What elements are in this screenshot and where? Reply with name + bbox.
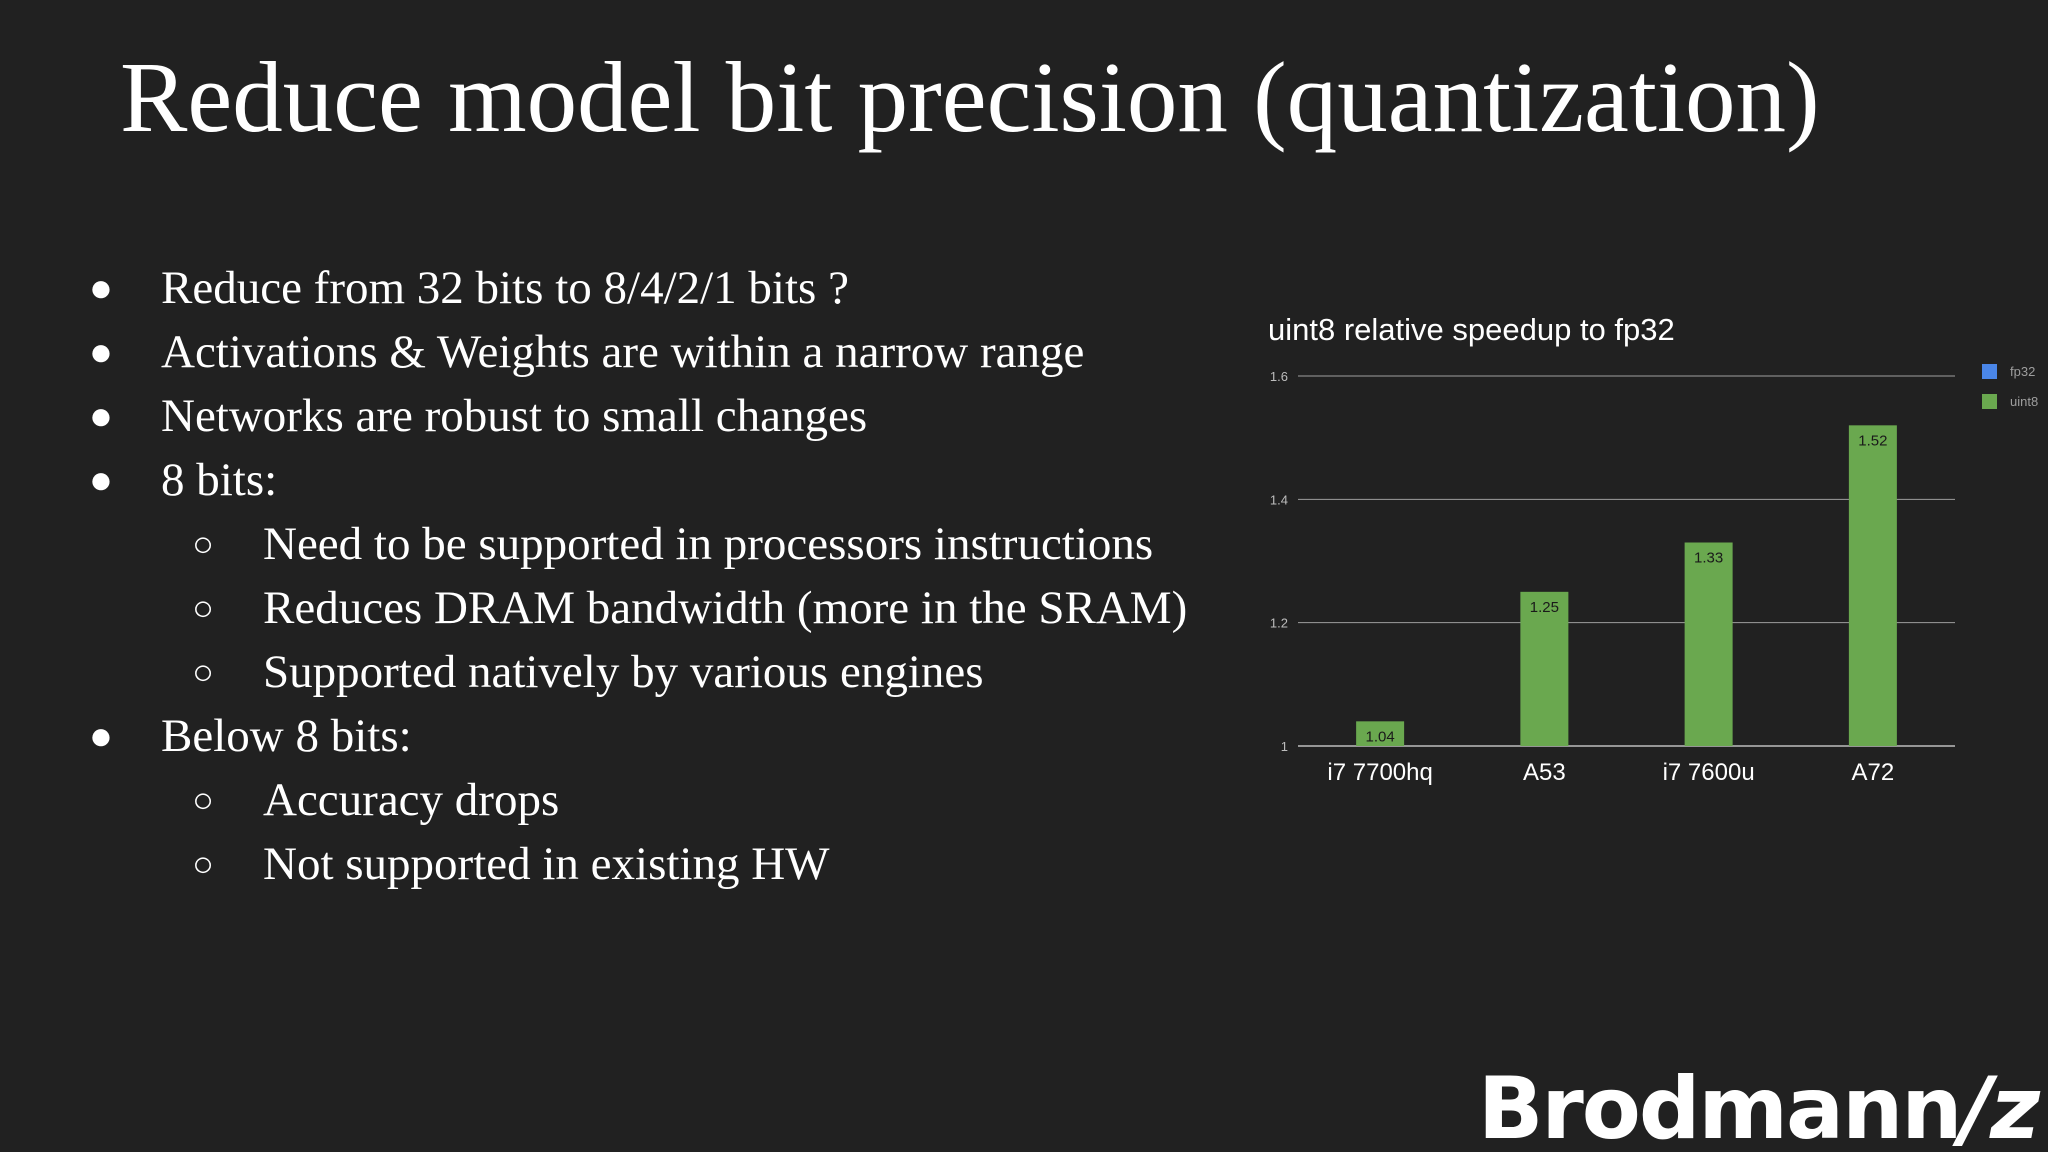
x-tick-label: A53 — [1523, 759, 1566, 786]
bullet-text: Activations & Weights are within a narro… — [161, 326, 1085, 378]
legend-swatch-fp32 — [1982, 364, 1997, 379]
bullet-list: ● Reduce from 32 bits to 8/4/2/1 bits ? ● A… — [86, 256, 1187, 896]
bullet-item: ● Networks are robust to small changes — [86, 384, 1187, 448]
bullet-text: Need to be supported in processors instr… — [263, 518, 1154, 570]
bullet-text: 8 bits: — [161, 454, 278, 506]
bullet-dot-icon: ● — [88, 265, 114, 310]
bullet-circle-icon: ○ — [192, 844, 214, 884]
bullet-item: ● Reduce from 32 bits to 8/4/2/1 bits ? — [86, 256, 1187, 320]
bar-uint8 — [1520, 591, 1569, 746]
legend-label: uint8 — [2010, 394, 2038, 409]
bullet-circle-icon: ○ — [192, 780, 214, 820]
legend-label: fp32 — [2010, 364, 2035, 379]
bullet-text: Networks are robust to small changes — [161, 390, 868, 442]
bar-uint8 — [1848, 425, 1897, 746]
sub-bullet-item: ○ Accuracy drops — [86, 768, 1187, 832]
data-label: 1.04 — [1366, 728, 1395, 745]
y-tick-label: 1 — [1281, 739, 1288, 754]
bullet-dot-icon: ● — [88, 713, 114, 758]
chart-title: uint8 relative speedup to fp32 — [1268, 312, 1675, 347]
bullet-item: ● 8 bits: — [86, 448, 1187, 512]
sub-bullet-item: ○ Supported natively by various engines — [86, 640, 1187, 704]
bullet-dot-icon: ● — [88, 329, 114, 374]
x-tick-label: i7 7700hq — [1327, 759, 1432, 786]
bullet-text: Not supported in existing HW — [263, 838, 830, 890]
data-label: 1.52 — [1858, 432, 1887, 449]
x-tick-label: A72 — [1852, 759, 1895, 786]
bullet-dot-icon: ● — [88, 393, 114, 438]
chart-canvas: 1 1.2 1.4 1.6 1.04 i7 7700hq 1.25 A53 1.33 i7 760… — [1270, 364, 2038, 786]
data-label: 1.33 — [1694, 550, 1723, 567]
x-tick-label: i7 7600u — [1663, 759, 1755, 786]
bullet-text: Supported natively by various engines — [263, 646, 984, 698]
bar-uint8 — [1356, 721, 1405, 746]
bullet-text: Reduces DRAM bandwidth (more in the SRAM… — [263, 582, 1188, 634]
brand-logo: Brodmann/z — [1477, 1059, 2040, 1152]
sub-bullet-item: ○ Need to be supported in processors inst… — [86, 512, 1187, 576]
bullet-item: ● Below 8 bits: — [86, 704, 1187, 768]
data-label: 1.25 — [1530, 599, 1559, 616]
bullet-circle-icon: ○ — [192, 588, 214, 628]
y-tick-label: 1.2 — [1270, 616, 1288, 631]
bullet-dot-icon: ● — [88, 457, 114, 502]
sub-bullet-item: ○ Not supported in existing HW — [86, 832, 1187, 896]
legend-swatch-uint8 — [1982, 394, 1997, 409]
sub-bullet-item: ○ Reduces DRAM bandwidth (more in the SRA… — [86, 576, 1187, 640]
bullet-item: ● Activations & Weights are within a narr… — [86, 320, 1187, 384]
speedup-chart: uint8 relative speedup to fp32 1 1.2 1.4 1.… — [1240, 300, 2048, 860]
slide-title: Reduce model bit precision (quantization… — [120, 41, 1820, 153]
y-tick-label: 1.4 — [1270, 492, 1288, 507]
bullet-text: Below 8 bits: — [161, 710, 412, 762]
bar-uint8 — [1684, 542, 1733, 746]
bullet-circle-icon: ○ — [192, 524, 214, 564]
bullet-text: Accuracy drops — [263, 774, 560, 826]
bullet-circle-icon: ○ — [192, 652, 214, 692]
y-tick-label: 1.6 — [1270, 369, 1288, 384]
bullet-text: Reduce from 32 bits to 8/4/2/1 bits ? — [161, 262, 849, 314]
